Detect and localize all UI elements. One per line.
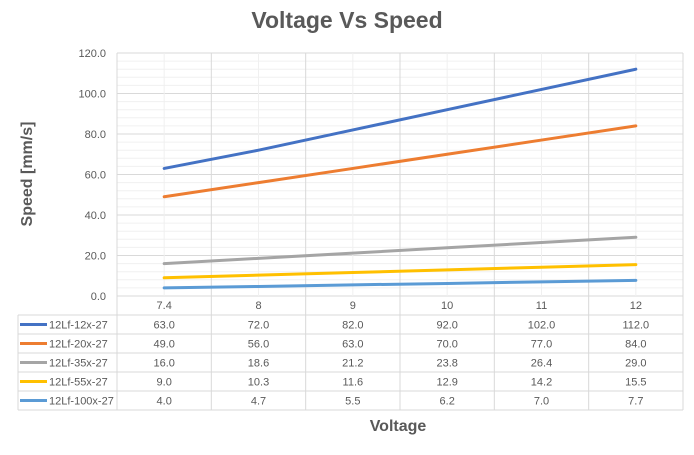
legend-label: 12Lf-55x-27	[49, 377, 108, 389]
x-tick-label: 10	[441, 300, 453, 312]
y-axis-label: Speed [mm/s]	[19, 122, 36, 227]
table-cell: 12.9	[436, 377, 457, 389]
x-tick-label: 8	[255, 300, 261, 312]
table-cell: 77.0	[531, 339, 552, 351]
x-tick-label: 11	[536, 300, 547, 312]
table-cell: 21.2	[342, 358, 363, 370]
table-cell: 102.0	[528, 320, 556, 332]
table-cell: 49.0	[153, 339, 174, 351]
table-cell: 15.5	[625, 377, 646, 389]
table-cell: 7.0	[534, 396, 549, 408]
table-cell: 18.6	[248, 358, 269, 370]
table-cell: 11.6	[343, 377, 364, 389]
y-tick-label: 100.0	[78, 89, 106, 101]
table-cell: 92.0	[436, 320, 457, 332]
x-tick-label: 12	[630, 300, 642, 312]
table-cell: 63.0	[153, 320, 174, 332]
table-cell: 7.7	[628, 396, 643, 408]
table-cell: 16.0	[153, 358, 174, 370]
y-tick-label: 120.0	[78, 48, 106, 60]
x-tick-label: 9	[350, 300, 356, 312]
legend-label: 12Lf-35x-27	[49, 358, 108, 370]
table-cell: 9.0	[157, 377, 172, 389]
table-cell: 82.0	[342, 320, 363, 332]
y-tick-labels: 0.0 20.0 40.0 60.0 80.0 100.0 120.0	[78, 48, 106, 303]
y-tick-label: 60.0	[85, 170, 106, 182]
table-cell: 112.0	[622, 320, 649, 332]
table-cell: 10.3	[248, 377, 269, 389]
table-cell: 5.5	[345, 396, 360, 408]
data-table: 7.4 8 9 10 11 12 12Lf-12x-27 63.0 72.0 82.0 92.0 10…	[18, 300, 683, 410]
gridlines	[117, 53, 683, 410]
table-cell: 56.0	[248, 339, 269, 351]
table-cell: 70.0	[436, 339, 457, 351]
table-cell: 4.0	[157, 396, 172, 408]
y-tick-label: 40.0	[85, 210, 106, 222]
table-cell: 63.0	[342, 339, 363, 351]
legend-label: 12Lf-12x-27	[49, 320, 108, 332]
table-cell: 72.0	[248, 320, 269, 332]
table-cell: 23.8	[436, 358, 457, 370]
table-cell: 84.0	[625, 339, 646, 351]
table-cell: 6.2	[440, 396, 455, 408]
table-cell: 29.0	[625, 358, 646, 370]
table-cell: 14.2	[531, 377, 552, 389]
chart-title: Voltage Vs Speed	[251, 7, 442, 33]
x-axis-label: Voltage	[370, 418, 427, 435]
legend-label: 12Lf-20x-27	[49, 339, 108, 351]
y-tick-label: 20.0	[85, 251, 106, 263]
table-cell: 4.7	[251, 396, 266, 408]
x-tick-label: 7.4	[157, 300, 172, 312]
y-tick-label: 0.0	[91, 291, 106, 303]
y-tick-label: 80.0	[85, 129, 106, 141]
table-cell: 26.4	[531, 358, 552, 370]
legend-label: 12Lf-100x-27	[49, 396, 114, 408]
